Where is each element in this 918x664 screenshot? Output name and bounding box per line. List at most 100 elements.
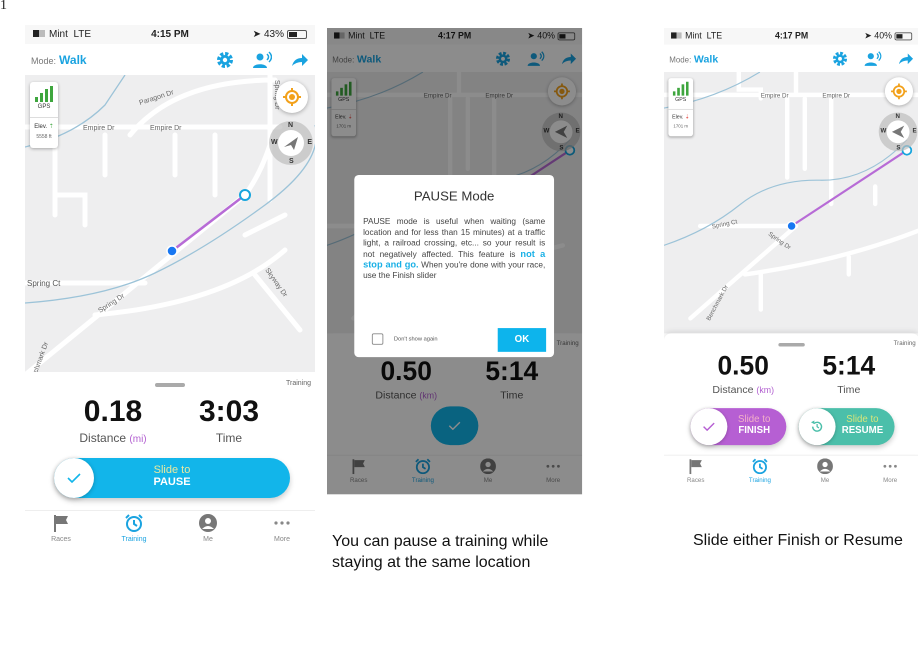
mode-selector[interactable]: Mode: Walk [31,53,87,67]
more-dots-icon [883,464,897,468]
gear-icon[interactable] [494,50,512,68]
gps-signal-icon [35,86,53,102]
phone-screen-pause-dialog: Mint LTE 4:17 PM ➤ 40% Mode: Walk Empire D… [327,28,583,495]
street-label: Empire Dr [83,125,115,132]
resume-slider[interactable]: Slide to RESUME [798,408,895,446]
share-icon[interactable] [896,50,914,68]
compass-arrow-icon [891,125,905,138]
target-icon [554,83,570,100]
dialog-emphasis: not a stop and go. [363,248,546,270]
tab-races[interactable]: Races [332,458,385,484]
signal-icon [334,32,345,39]
gear-icon[interactable] [215,50,235,70]
route-line [790,149,908,227]
distance-stat: 0.50 Distance (km) [375,357,438,402]
tab-more[interactable]: More [864,458,917,484]
check-icon [448,421,461,431]
voice-coach-icon[interactable] [527,50,545,68]
ok-button[interactable]: OK [497,328,547,352]
time-stat: 5:14 Time [822,351,876,396]
tab-races[interactable]: Races [31,514,91,543]
tab-me[interactable]: Me [799,458,852,484]
share-icon[interactable] [289,50,309,70]
panel-tag: Training [285,380,311,387]
dont-show-again-label[interactable]: Don't show again [393,336,438,343]
clock: 4:15 PM [151,29,189,40]
target-icon [891,83,907,100]
tab-training[interactable]: Training [397,458,450,484]
map-view[interactable]: Empire Dr Empire Dr Spring Ct Spring Dr … [664,72,918,334]
battery: ➤ 40% [527,32,576,41]
phone-screen-training-active: Mint LTE 4:15 PM ➤ 43% Mode: Walk Paragon … [25,25,315,555]
pause-mode-dialog: PAUSE Mode PAUSE mode is useful when wai… [354,174,555,358]
pause-slider[interactable]: Slide to PAUSE [54,458,290,498]
slider-knob[interactable] [54,458,94,498]
distance-stat: 0.50 Distance (km) [712,351,775,396]
route-line [171,194,246,252]
mode-selector[interactable]: Mode: Walk [669,52,719,65]
distance-stat: 0.18 Distance (mi) [79,395,147,446]
signal-icon [33,30,45,37]
map-canvas: Paragon Dr Spring Dr Empire Dr Empire Dr… [25,75,315,372]
tab-me[interactable]: Me [178,514,238,543]
tab-training[interactable]: Training [734,458,787,484]
mode-selector[interactable]: Mode: Walk [332,52,382,65]
street-label: Spring Ct [27,279,61,288]
battery-icon [894,32,913,41]
share-icon[interactable] [559,50,577,68]
collapsed-pause-button[interactable] [430,406,479,446]
caption-pause: You can pause a training while staying at… [332,533,549,571]
dialog-title: PAUSE Mode [413,189,495,204]
locate-button[interactable] [547,77,577,106]
alarm-clock-icon [415,458,431,475]
map-view[interactable]: Paragon Dr Spring Dr Empire Dr Empire Dr… [25,75,315,372]
compass-arrow-icon [554,125,568,138]
map-canvas: Empire Dr Empire Dr Spring Ct Spring Dr … [664,72,918,322]
voice-coach-icon[interactable] [252,50,272,70]
gps-elevation-widget: GPS Elev. ⇣ 1701 m [668,78,694,137]
header: Mode: Walk [25,44,315,75]
clock: 4:17 PM [437,31,472,42]
locate-button[interactable] [884,77,914,106]
dont-show-again-checkbox[interactable] [371,333,384,345]
tab-me[interactable]: Me [462,458,515,484]
user-icon [817,458,833,475]
header: Mode: Walk [327,44,583,72]
flag-icon [352,459,365,475]
drag-handle[interactable] [155,383,185,387]
carrier: Mint LTE [671,32,722,41]
locate-button[interactable] [276,81,308,113]
caption-finish-resume: Slide either Finish or Resume [693,532,903,549]
tab-training[interactable]: Training [104,514,164,543]
tab-races[interactable]: Races [669,458,722,484]
history-icon [810,420,823,432]
slider-knob[interactable] [690,408,728,446]
tab-bar: Races Training Me More [25,510,315,555]
tab-more[interactable]: More [527,458,580,484]
alarm-clock-icon [752,458,768,475]
signal-icon [671,32,682,39]
gps-signal-icon [335,81,352,96]
user-icon [199,514,217,532]
elevation-up-icon: ⇡ [48,124,54,130]
phone-screen-paused: Mint LTE 4:17 PM ➤ 40% Mode: Walk Empire D… [664,28,918,495]
training-panel: Training 0.18 Distance (mi) 3:03 Time Slid… [25,372,315,510]
gps-signal-icon [672,81,689,96]
finish-slider[interactable]: Slide to FINISH [690,408,787,446]
status-bar: Mint LTE 4:15 PM ➤ 43% [25,25,315,44]
dialog-body: PAUSE mode is useful when waiting (same … [363,216,546,280]
voice-coach-icon[interactable] [864,50,882,68]
battery-icon [557,32,576,41]
drag-handle[interactable] [778,343,805,347]
street-label: Empire Dr [424,93,452,100]
compass-arrow-icon [284,137,298,150]
gear-icon[interactable] [831,50,849,68]
tab-more[interactable]: More [252,514,312,543]
elevation-down-icon: ⇣ [347,115,353,121]
carrier: Mint LTE [334,32,385,41]
slider-knob[interactable] [798,408,836,446]
target-icon [283,88,301,106]
